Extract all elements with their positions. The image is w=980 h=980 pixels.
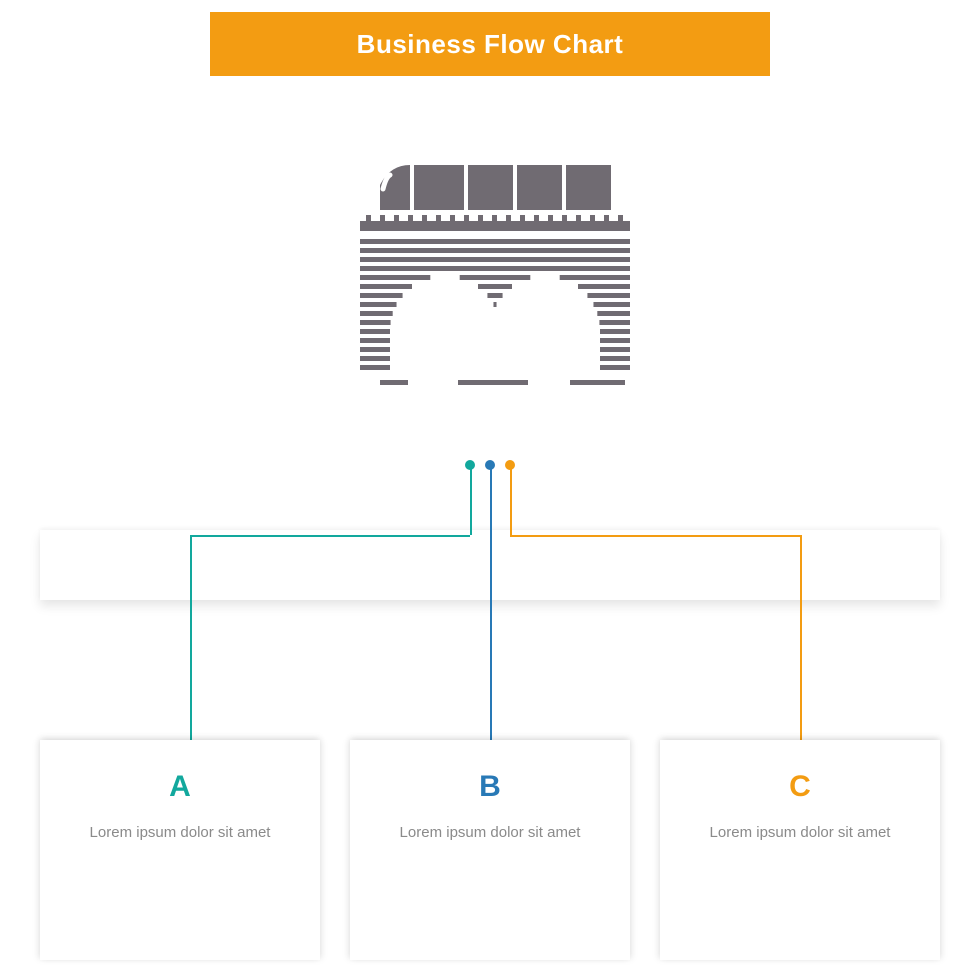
connector-line — [190, 535, 470, 537]
card-row: A Lorem ipsum dolor sit amet B Lorem ips… — [40, 740, 940, 960]
connector-line — [190, 535, 192, 770]
card-b: B Lorem ipsum dolor sit amet — [350, 740, 630, 960]
connector-line — [510, 535, 800, 537]
card-text-a: Lorem ipsum dolor sit amet — [60, 822, 300, 845]
connector-line — [490, 465, 492, 770]
card-letter-a: A — [60, 770, 300, 804]
card-letter-b: B — [370, 770, 610, 804]
header-bar: Business Flow Chart — [210, 12, 770, 76]
page-title: Business Flow Chart — [357, 29, 624, 60]
card-text-b: Lorem ipsum dolor sit amet — [370, 822, 610, 845]
train-bridge-icon — [340, 155, 640, 405]
connector-line — [510, 465, 512, 535]
card-c: C Lorem ipsum dolor sit amet — [660, 740, 940, 960]
connector-lines — [0, 460, 980, 780]
connector-line — [470, 465, 472, 535]
card-text-c: Lorem ipsum dolor sit amet — [680, 822, 920, 845]
card-a: A Lorem ipsum dolor sit amet — [40, 740, 320, 960]
connector-line — [800, 535, 802, 770]
card-letter-c: C — [680, 770, 920, 804]
